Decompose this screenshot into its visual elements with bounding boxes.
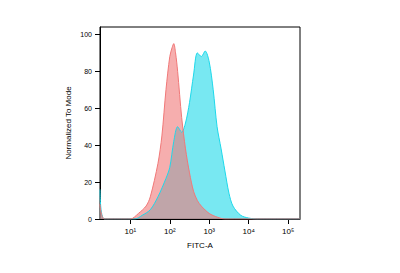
svg-text:80: 80 [84,68,92,75]
svg-text:0: 0 [88,216,92,223]
svg-text:10⁵: 10⁵ [282,227,294,236]
svg-text:10⁴: 10⁴ [243,227,256,236]
svg-text:10¹: 10¹ [125,227,137,236]
svg-text:Normalized To Mode: Normalized To Mode [64,86,73,160]
svg-text:10³: 10³ [203,227,215,236]
svg-text:60: 60 [84,105,92,112]
svg-text:100: 100 [80,31,92,38]
svg-text:20: 20 [84,179,92,186]
svg-text:10²: 10² [164,227,176,236]
svg-text:40: 40 [84,142,92,149]
svg-text:FITC-A: FITC-A [187,241,213,250]
